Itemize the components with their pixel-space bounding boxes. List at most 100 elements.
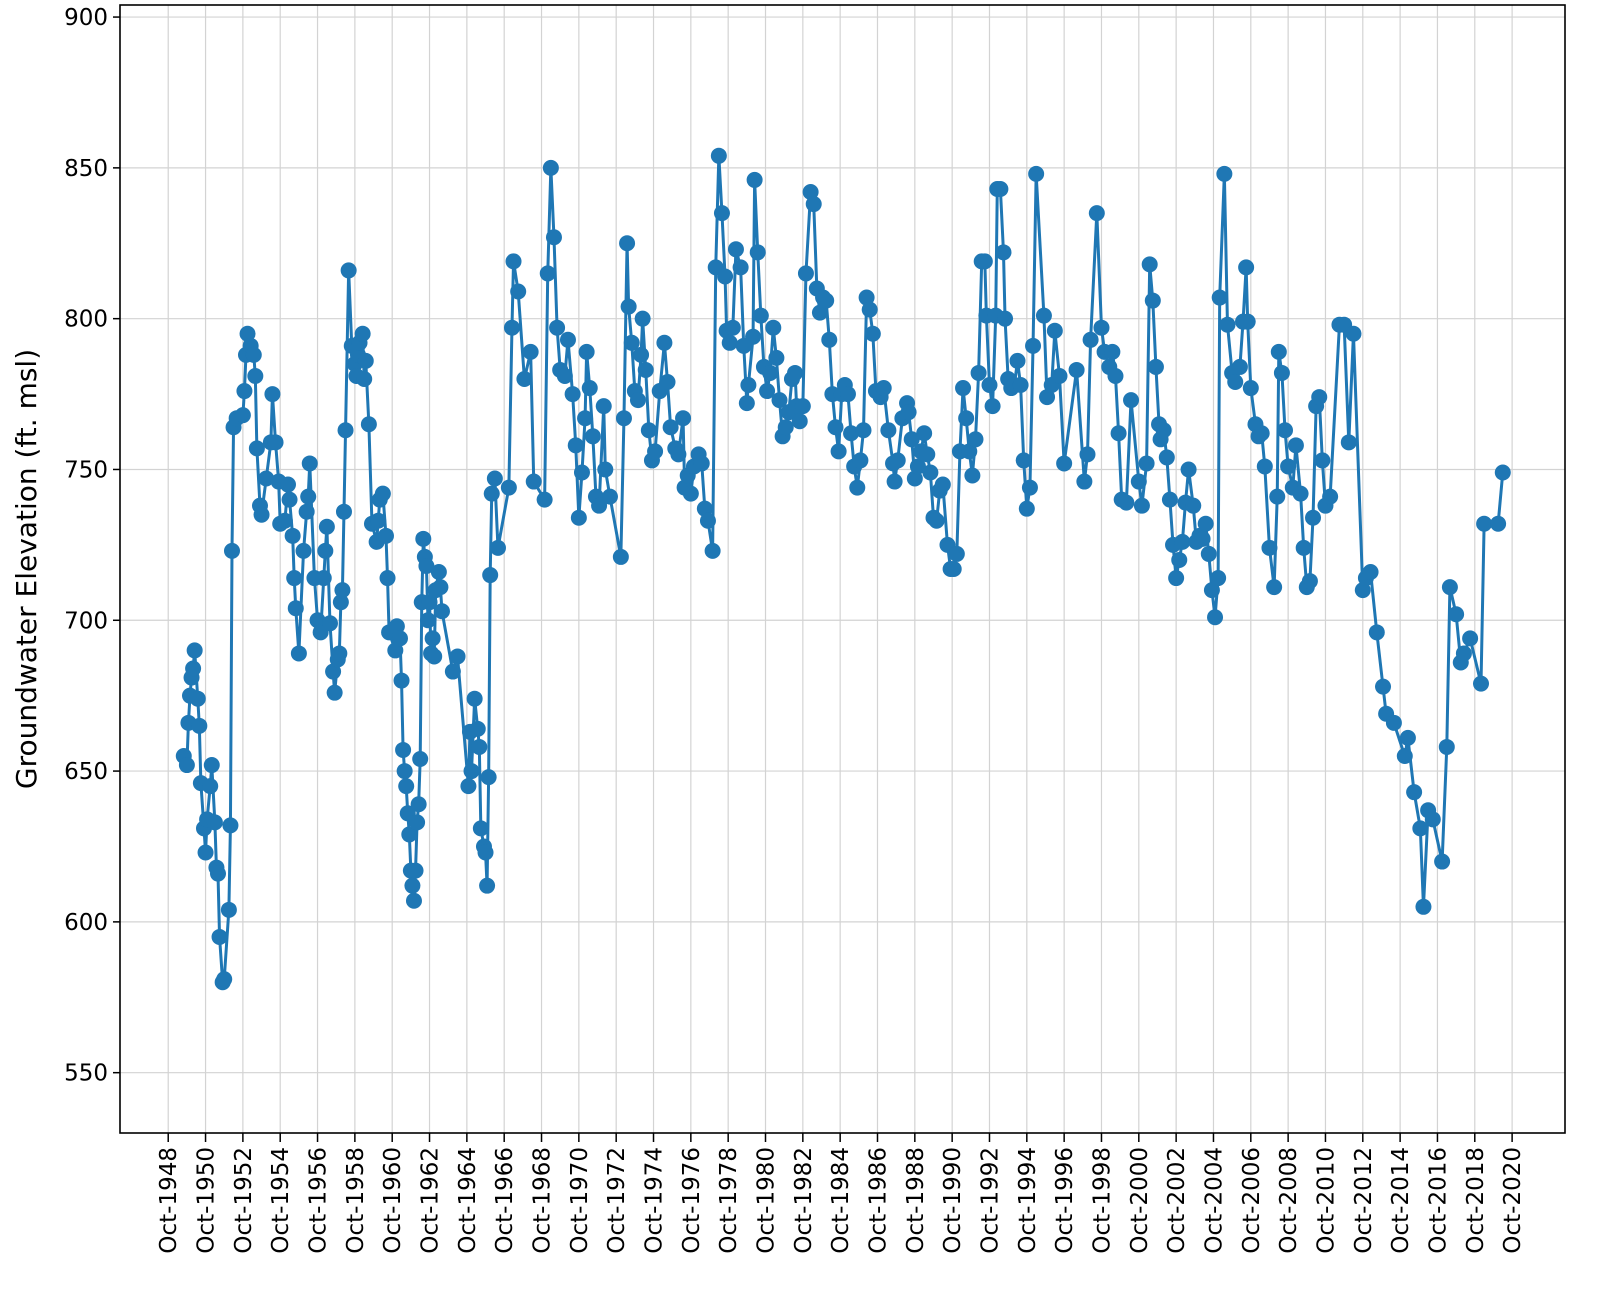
data-point — [591, 497, 608, 514]
data-point — [1210, 570, 1227, 587]
data-point — [1476, 515, 1493, 532]
x-tick-label: Oct-1982 — [791, 1147, 817, 1254]
x-tick-label: Oct-1972 — [604, 1147, 630, 1254]
data-point — [545, 229, 562, 246]
data-point — [849, 479, 866, 496]
data-point — [398, 778, 415, 795]
data-point — [1082, 331, 1099, 348]
data-point — [768, 349, 785, 366]
data-point — [573, 464, 590, 481]
data-point — [1253, 425, 1270, 442]
x-tick-label: Oct-1958 — [343, 1147, 369, 1254]
x-tick-label: Oct-1978 — [716, 1147, 742, 1254]
data-point — [178, 757, 195, 774]
data-point — [771, 392, 788, 409]
data-point — [332, 594, 349, 611]
data-point — [1051, 367, 1068, 384]
y-tick-label: 900 — [64, 5, 108, 31]
data-point — [510, 283, 527, 300]
data-point — [1079, 446, 1096, 463]
data-point — [909, 458, 926, 475]
x-tick-label: Oct-1974 — [642, 1147, 668, 1254]
grid — [120, 5, 1565, 1133]
data-point — [223, 542, 240, 559]
data-point — [928, 512, 945, 529]
data-point — [634, 310, 651, 327]
data-point — [1155, 422, 1172, 439]
data-point — [421, 594, 438, 611]
data-point — [1473, 675, 1490, 692]
data-point — [522, 343, 539, 360]
x-tick-label: Oct-2006 — [1239, 1147, 1265, 1254]
data-point — [1174, 533, 1191, 550]
data-point — [1161, 491, 1178, 508]
data-point — [958, 410, 975, 427]
data-point — [472, 820, 489, 837]
data-point — [805, 196, 822, 213]
data-point — [1301, 573, 1318, 590]
data-point — [1462, 630, 1479, 647]
data-point — [409, 814, 426, 831]
data-point — [281, 491, 298, 508]
data-point — [570, 509, 587, 526]
data-point — [900, 404, 917, 421]
data-point — [1406, 784, 1423, 801]
data-point — [791, 413, 808, 430]
data-point — [1256, 458, 1273, 475]
data-point — [1197, 515, 1214, 532]
data-point — [1093, 319, 1110, 336]
data-point — [401, 826, 418, 843]
data-point — [827, 419, 844, 436]
data-point — [612, 548, 629, 565]
plot-frame — [119, 4, 1566, 1134]
data-point — [696, 500, 713, 517]
y-tick-label: 850 — [64, 156, 108, 182]
y-tick-label: 550 — [64, 1061, 108, 1087]
data-point — [298, 503, 315, 520]
data-point — [1455, 645, 1472, 662]
data-point — [236, 383, 253, 400]
data-point — [539, 265, 556, 282]
data-point — [489, 539, 506, 556]
data-point — [379, 570, 396, 587]
data-point — [315, 570, 332, 587]
data-point — [321, 615, 338, 632]
data-point — [1311, 389, 1328, 406]
data-point — [797, 265, 814, 282]
data-point — [970, 364, 987, 381]
data-point — [325, 663, 342, 680]
data-point — [637, 361, 654, 378]
data-point — [1046, 322, 1063, 339]
data-point — [992, 180, 1009, 197]
data-point — [258, 470, 275, 487]
data-point — [595, 398, 612, 415]
data-point — [623, 334, 640, 351]
data-point — [633, 346, 650, 363]
data-point — [749, 244, 766, 261]
data-point — [1438, 738, 1455, 755]
data-point — [1216, 165, 1233, 182]
data-point — [581, 380, 598, 397]
data-point — [1158, 449, 1175, 466]
data-point — [967, 431, 984, 448]
data-point — [377, 527, 394, 544]
data-point — [934, 476, 951, 493]
data-point — [1261, 539, 1278, 556]
x-tick-label: Oct-1980 — [754, 1147, 780, 1254]
data-point — [1396, 747, 1413, 764]
x-tick-label: Oct-1968 — [530, 1147, 556, 1254]
x-tick-label: Oct-2012 — [1351, 1147, 1377, 1254]
data-point — [482, 567, 499, 584]
data-point — [1171, 551, 1188, 568]
data-point — [964, 467, 981, 484]
data-point — [1012, 377, 1029, 394]
data-point — [721, 334, 738, 351]
data-point — [578, 343, 595, 360]
data-point — [415, 530, 432, 547]
x-tick-label: Oct-2000 — [1127, 1147, 1153, 1254]
data-point — [354, 325, 371, 342]
data-point — [331, 645, 348, 662]
data-point — [245, 346, 262, 363]
data-point — [1314, 452, 1331, 469]
data-point — [449, 648, 466, 665]
